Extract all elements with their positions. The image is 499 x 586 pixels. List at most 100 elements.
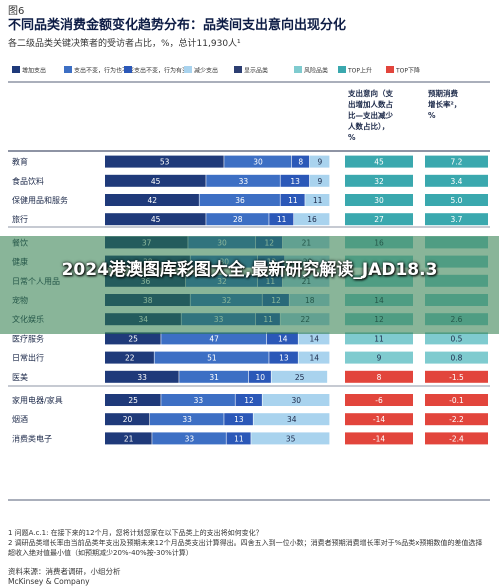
- bar-segment-1: [206, 174, 280, 187]
- legend-label-3: 减少支出: [194, 67, 218, 75]
- bar-segment-1: [179, 370, 249, 383]
- bar-segment-3: [305, 194, 330, 206]
- net-intent-cell: [345, 413, 413, 426]
- net-intent-header-line: 支出意向（支: [347, 88, 393, 98]
- bar-value-label: 33: [137, 373, 147, 382]
- bar-value-label: 51: [207, 354, 217, 363]
- growth-header-line: 增长率²，: [428, 99, 461, 109]
- category-label: 食品饮料: [12, 176, 44, 186]
- growth-header-line: %: [428, 111, 436, 120]
- legend-swatch-6: [338, 66, 346, 73]
- category-label: 医疗服务: [12, 333, 44, 343]
- figure-number: 图6: [8, 6, 25, 17]
- chart-subtitle: 各二级品类关键决策者的受访者占比，%，总计11,930人¹: [8, 39, 241, 49]
- bar-value-label: 22: [125, 354, 135, 363]
- bar-segment-0: [105, 370, 179, 383]
- growth-value: 5.0: [451, 196, 463, 205]
- bar-value-label: 14: [309, 334, 319, 343]
- net-intent-value: 30: [374, 196, 384, 205]
- net-intent-value: 9: [377, 354, 382, 363]
- bar-value-label: 30: [291, 396, 301, 405]
- growth-value: -0.1: [449, 396, 464, 405]
- bar-value-label: 11: [277, 215, 287, 224]
- bar-value-label: 13: [279, 354, 289, 363]
- net-intent-value: -6: [375, 396, 383, 405]
- bar-value-label: 33: [182, 415, 192, 424]
- bar-value-label: 8: [298, 158, 303, 167]
- bar-segment-0: [105, 213, 206, 226]
- bar-segment-2: [291, 155, 310, 168]
- growth-value: 0.8: [451, 354, 463, 363]
- legend-label-2: 支出不变，行为有变: [134, 67, 188, 75]
- bar-value-label: 45: [151, 215, 161, 224]
- source-note: 资料来源：消费者调研，小组分析: [8, 567, 121, 576]
- bar-value-label: 33: [239, 177, 249, 186]
- bar-value-label: 11: [234, 434, 244, 443]
- growth-value: 0.5: [451, 334, 463, 343]
- bar-segment-2: [249, 370, 271, 383]
- legend-swatch-1: [64, 66, 72, 73]
- growth-cell: [425, 332, 488, 345]
- legend-label-7: TOP下降: [395, 67, 420, 75]
- growth-header-line: 预期消费: [428, 88, 458, 98]
- bar-segment-0: [105, 432, 152, 445]
- bar-segment-3: [309, 174, 330, 187]
- bar-value-label: 31: [209, 373, 219, 382]
- legend-label-4: 显示品类: [244, 67, 268, 75]
- legend-label-6: TOP上升: [347, 67, 372, 75]
- bar-value-label: 11: [313, 196, 323, 205]
- bar-segment-3: [298, 332, 330, 345]
- bar-segment-2: [224, 413, 253, 426]
- bar-value-label: 35: [286, 434, 296, 443]
- bar-segment-2: [267, 332, 298, 345]
- legend-swatch-7: [386, 66, 394, 73]
- bar-segment-3: [271, 370, 328, 383]
- legend-label-0: 增加支出: [22, 67, 46, 75]
- bar-value-label: 20: [123, 415, 133, 424]
- bar-value-label: 10: [255, 373, 265, 382]
- category-label: 日常出行: [12, 353, 44, 363]
- source-company: McKinsey & Company: [8, 577, 90, 586]
- legend-swatch-0: [12, 66, 20, 73]
- growth-value: 7.2: [451, 158, 463, 167]
- bar-segment-1: [199, 194, 280, 206]
- bar-segment-3: [253, 413, 330, 426]
- growth-cell: [425, 155, 488, 168]
- net-intent-cell: [345, 332, 413, 345]
- bar-value-label: 34: [287, 415, 297, 424]
- legend-label-1: 支出不变，行为也不变: [74, 67, 134, 75]
- bar-value-label: 47: [209, 334, 219, 343]
- bar-value-label: 9: [317, 177, 322, 186]
- net-intent-cell: [345, 370, 413, 383]
- bar-segment-0: [105, 174, 206, 187]
- growth-cell: [425, 394, 488, 406]
- net-intent-header-line: 比—支出减少: [348, 110, 393, 120]
- bar-segment-1: [161, 332, 267, 345]
- legend-swatch-2: [124, 66, 132, 73]
- bar-value-label: 25: [128, 396, 138, 405]
- bar-value-label: 12: [244, 396, 254, 405]
- bar-value-label: 25: [128, 334, 138, 343]
- bar-value-label: 14: [309, 354, 319, 363]
- bar-segment-1: [161, 394, 235, 406]
- bar-segment-0: [105, 332, 161, 345]
- net-intent-value: 8: [377, 373, 382, 382]
- net-intent-cell: [345, 174, 413, 187]
- footnotes: 1 问题A.c.1: 在接下来的12个月，您将计划您家在以下品类上的支出将如何变…: [8, 528, 488, 558]
- net-intent-cell: [345, 394, 413, 406]
- bar-value-label: 9: [317, 158, 322, 167]
- watermark-banner-text: 2024港澳图库彩图大全,最新研究解读_JAD18.3: [61, 260, 438, 280]
- category-label: 教育: [12, 157, 28, 167]
- growth-value: -2.2: [449, 415, 464, 424]
- bar-value-label: 13: [290, 177, 300, 186]
- bar-value-label: 25: [295, 373, 305, 382]
- bar-segment-2: [226, 432, 251, 445]
- category-label: 保健用品和服务: [12, 195, 68, 205]
- net-intent-value: 45: [374, 158, 384, 167]
- bar-segment-3: [294, 213, 330, 226]
- bar-segment-2: [235, 394, 262, 406]
- legend-label-5: 风险品类: [304, 67, 328, 75]
- growth-value: -2.4: [449, 434, 464, 443]
- bar-value-label: 36: [235, 196, 245, 205]
